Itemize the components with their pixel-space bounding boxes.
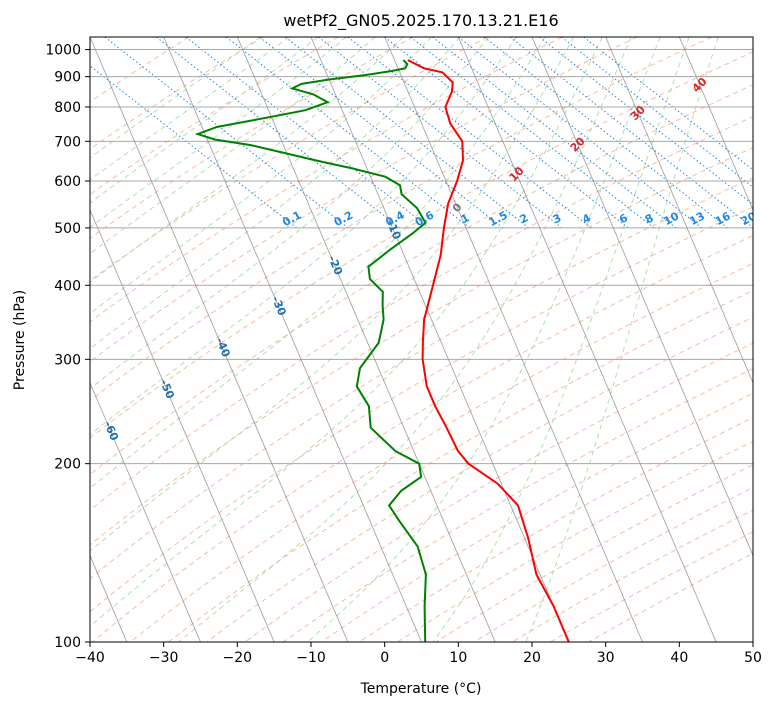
x-tick-label: 40 bbox=[670, 650, 688, 666]
profile-series bbox=[194, 59, 570, 642]
dry-adiabat-line bbox=[90, 51, 753, 439]
isotherm-line bbox=[457, 37, 717, 642]
dry-adiabat-line bbox=[206, 316, 753, 642]
isotherm-lines bbox=[90, 37, 753, 642]
moist-adiabat-line bbox=[90, 37, 575, 552]
isotherm-line bbox=[90, 37, 349, 642]
moist-adiabats bbox=[90, 37, 719, 642]
dry-adiabat-line bbox=[90, 37, 563, 323]
x-axis-ticks: −40 −30 −20 −10 0 10 20 30 40 50 bbox=[75, 642, 762, 666]
dry-adiabat-line bbox=[90, 146, 753, 546]
isotherm-line bbox=[678, 37, 753, 212]
isotherm-line bbox=[310, 37, 570, 642]
temperature-profile-line bbox=[407, 59, 570, 642]
x-tick-label: 0 bbox=[380, 650, 389, 666]
x-tick-label: 30 bbox=[597, 650, 615, 666]
y-tick-label: 800 bbox=[54, 100, 81, 116]
moist-adiabat-line bbox=[90, 37, 603, 628]
isotherm-line bbox=[384, 37, 643, 642]
dry-adiabat-line bbox=[130, 262, 753, 642]
isotherm-line bbox=[90, 208, 275, 642]
isotherm-line bbox=[531, 37, 753, 557]
x-tick-label: −20 bbox=[223, 650, 253, 666]
isotherm-line bbox=[605, 37, 753, 384]
mixing-ratio-label: 10 bbox=[662, 209, 682, 228]
moist-adiabat-line bbox=[90, 37, 432, 315]
isobar-grid bbox=[90, 49, 753, 642]
y-axis-label: Pressure (hPa) bbox=[12, 290, 28, 390]
moist-adiabat-line bbox=[525, 37, 719, 642]
y-tick-label: 600 bbox=[54, 174, 81, 190]
moist-adiabat-line bbox=[90, 37, 319, 204]
dewpoint-profile-line bbox=[194, 59, 427, 642]
y-tick-label: 200 bbox=[54, 457, 81, 473]
moist-adiabat-line bbox=[90, 37, 461, 350]
moist-adiabat-line bbox=[90, 37, 489, 390]
dry-adiabat-line bbox=[90, 116, 753, 511]
isotherm-line bbox=[90, 381, 201, 642]
x-tick-label: 50 bbox=[744, 650, 762, 666]
moist-adiabat-line bbox=[90, 37, 404, 283]
y-tick-label: 700 bbox=[54, 134, 81, 150]
moist-adiabat-line bbox=[307, 37, 661, 642]
moist-adiabat-line bbox=[90, 37, 517, 436]
y-tick-label: 500 bbox=[54, 221, 81, 237]
x-tick-label: −10 bbox=[296, 650, 326, 666]
moist-adiabat-line bbox=[178, 37, 632, 642]
chart-title: wetPf2_GN05.2025.170.13.21.E16 bbox=[283, 11, 558, 31]
isotherm-line bbox=[236, 37, 496, 642]
plot-frame bbox=[89, 36, 754, 643]
dry-adiabat-line bbox=[90, 37, 488, 282]
y-tick-label: 100 bbox=[54, 635, 81, 651]
dry-adiabat-line bbox=[282, 367, 753, 642]
moist-adiabat-line bbox=[90, 37, 376, 255]
mixing-ratio-label: 13 bbox=[687, 209, 707, 228]
moist-adiabat-line bbox=[90, 37, 546, 489]
x-tick-label: −40 bbox=[75, 650, 105, 666]
moist-adiabat-line bbox=[90, 37, 347, 228]
moist-adiabat-line bbox=[432, 37, 690, 642]
x-tick-label: 20 bbox=[523, 650, 541, 666]
mixing-ratio-label: 16 bbox=[713, 209, 733, 228]
y-tick-label: 900 bbox=[54, 70, 81, 86]
moist-adiabat-line bbox=[90, 37, 261, 159]
x-axis-label: Temperature (°C) bbox=[360, 681, 482, 697]
mixing-ratio-label: 20 bbox=[739, 209, 759, 228]
dry-adiabat-line bbox=[90, 206, 753, 613]
dry-adiabat-line bbox=[90, 37, 339, 196]
dry-adiabat-line bbox=[90, 84, 753, 476]
y-tick-label: 400 bbox=[54, 278, 81, 294]
y-tick-label: 1000 bbox=[45, 43, 81, 59]
y-tick-label: 300 bbox=[54, 352, 81, 368]
y-axis-ticks: 100 200 300 400 500 600 700 800 900 1000 bbox=[45, 43, 90, 651]
x-tick-label: −30 bbox=[149, 650, 179, 666]
x-tick-label: 10 bbox=[449, 650, 467, 666]
